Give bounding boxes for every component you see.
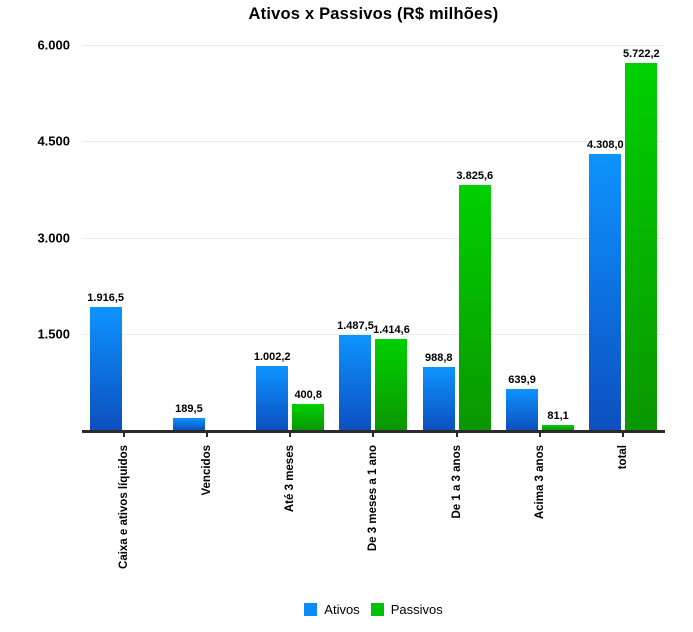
x-tick-cell: [165, 433, 248, 437]
bar-group-4: 1.487,5 1.414,6: [332, 45, 415, 430]
bar-slot-passivos-5: 3.825,6: [456, 170, 493, 430]
bar-value-label: 81,1: [547, 409, 569, 422]
x-axis-line: [82, 430, 665, 433]
bar-group-6: 639,9 81,1: [498, 45, 581, 430]
x-tick: [622, 433, 625, 437]
x-tick: [289, 433, 292, 437]
x-tick: [539, 433, 542, 437]
bar-slot-ativos-5: 988,8: [422, 352, 455, 430]
x-label-cell: Caixa e ativos líquidos: [82, 439, 165, 599]
bar-slot-ativos-2: 189,5: [172, 403, 205, 430]
x-label-cell: total: [582, 439, 665, 599]
bar-value-label: 1.916,5: [87, 292, 124, 305]
gridline-3.000: [82, 237, 665, 239]
x-axis-label: De 1 a 3 anos: [450, 445, 463, 519]
bar-group-1: 1.916,5: [82, 45, 165, 430]
legend-label: Passivos: [390, 602, 443, 617]
x-tick: [455, 433, 458, 437]
y-tick-label: 6.000: [37, 37, 70, 53]
x-axis-label: Acima 3 anos: [534, 445, 547, 520]
x-label-cell: Acima 3 anos: [498, 439, 581, 599]
bar-passivos-7: [625, 62, 658, 430]
bar-value-label: 400,8: [294, 389, 322, 402]
x-tick-cell: [415, 433, 498, 437]
bar-passivos-3: [292, 404, 325, 430]
x-axis-label: Vencidos: [200, 445, 213, 496]
gridline-1.500: [82, 333, 665, 335]
bar-group-7: 4.308,0 5.722,2: [582, 45, 665, 430]
x-axis-ticks: [82, 433, 665, 437]
chart-title: Ativos x Passivos (R$ milhões): [248, 5, 499, 23]
y-axis-labels: 6.000 4.500 3.000 1.500: [0, 38, 70, 430]
bar-slot-ativos-4: 1.487,5: [337, 320, 374, 430]
legend-swatch-icon: [370, 603, 384, 616]
x-tick: [122, 433, 125, 437]
x-axis-label: total: [617, 445, 630, 470]
gridline-4.500: [82, 141, 665, 143]
x-tick-cell: [249, 433, 332, 437]
legend-item-ativos: Ativos: [304, 602, 360, 617]
x-label-cell: De 3 meses a 1 ano: [332, 439, 415, 599]
bar-value-label: 3.825,6: [456, 169, 494, 182]
legend-item-passivos: Passivos: [370, 602, 443, 617]
bar-slot-passivos-4: 1.414,6: [373, 324, 410, 430]
bar-passivos-5: [458, 184, 491, 430]
gridline-6.000: [82, 45, 665, 46]
bar-ativos-4: [339, 334, 372, 430]
bar-slot-ativos-7: 4.308,0: [587, 139, 624, 430]
bar-value-label: 1.002,2: [253, 350, 291, 363]
bars-container: 1.916,5 189,5 1.002,2 400,8 1.487,5 1.414,6 98…: [82, 45, 665, 430]
bar-slot-ativos-6: 639,9: [506, 374, 539, 430]
plot-area: 1.916,5 189,5 1.002,2 400,8 1.487,5 1.414,6 98…: [82, 45, 665, 430]
x-tick-cell: [82, 433, 165, 437]
bar-slot-ativos-3: 1.002,2: [254, 351, 291, 430]
y-tick-label: 4.500: [37, 133, 70, 149]
x-axis-label: Caixa e ativos líquidos: [117, 445, 130, 569]
bar-passivos-4: [375, 339, 408, 430]
bar-value-label: 988,8: [425, 351, 453, 364]
bar-value-label: 1.487,5: [337, 319, 374, 332]
legend-label: Ativos: [324, 602, 360, 617]
legend: Ativos Passivos: [82, 602, 665, 617]
y-tick-label: 3.000: [37, 230, 70, 245]
x-tick-cell: [582, 433, 665, 437]
bar-passivos-6: [542, 424, 575, 430]
bar-value-label: 1.414,6: [373, 324, 410, 337]
x-tick-cell: [332, 433, 415, 437]
bar-slot-passivos-7: 5.722,2: [623, 48, 660, 430]
bar-ativos-6: [506, 388, 539, 430]
bar-ativos-7: [589, 153, 622, 430]
bar-ativos-1: [89, 307, 122, 430]
legend-swatch-icon: [304, 603, 318, 616]
x-label-cell: Vencidos: [165, 439, 248, 599]
x-axis-label: De 3 meses a 1 ano: [367, 445, 380, 552]
bar-value-label: 639,9: [508, 373, 536, 386]
bar-slot-passivos-3: 400,8: [292, 389, 325, 430]
bar-ativos-3: [256, 365, 289, 430]
bar-slot-passivos-6: 81,1: [542, 410, 575, 430]
bar-group-2: 189,5: [165, 45, 248, 430]
bar-slot-ativos-1: 1.916,5: [87, 292, 124, 430]
y-tick-label: 1.500: [37, 326, 70, 342]
x-tick-cell: [498, 433, 581, 437]
x-tick: [205, 433, 208, 437]
x-label-cell: Até 3 meses: [249, 439, 332, 599]
bar-ativos-2: [172, 417, 205, 430]
x-axis-labels: Caixa e ativos líquidos Vencidos Até 3 mes…: [82, 439, 665, 599]
x-axis-label: Até 3 meses: [284, 445, 297, 513]
bar-value-label: 5.722,2: [622, 47, 660, 60]
bar-group-3: 1.002,2 400,8: [249, 45, 332, 430]
bar-value-label: 4.308,0: [586, 138, 624, 151]
x-tick: [372, 433, 375, 437]
bar-ativos-5: [422, 366, 455, 430]
bar-value-label: 189,5: [175, 402, 203, 415]
x-label-cell: De 1 a 3 anos: [415, 439, 498, 599]
bar-group-5: 988,8 3.825,6: [415, 45, 498, 430]
